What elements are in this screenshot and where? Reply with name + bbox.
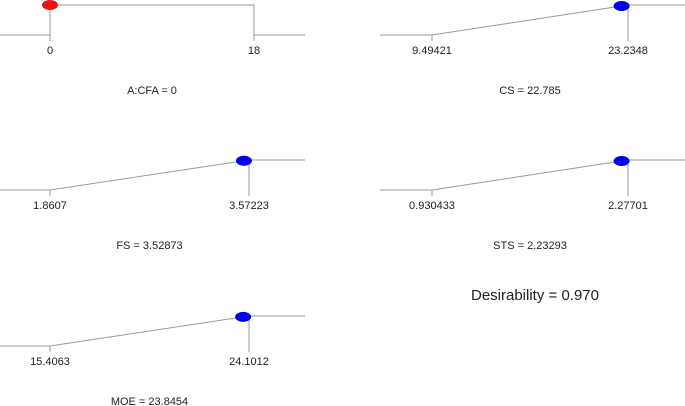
- low-label: 15.4063: [30, 356, 70, 368]
- high-label: 24.1012: [229, 356, 269, 368]
- low-label: 0.930433: [409, 200, 455, 212]
- value-dot: [613, 155, 630, 166]
- panel-label: CS = 22.785: [499, 85, 560, 97]
- ramp: [0, 315, 305, 347]
- desirability: Desirability = 0.970: [471, 287, 599, 304]
- panel-label: A:CFA = 0: [127, 85, 177, 97]
- low-label: 0: [47, 45, 53, 57]
- value-dot: [613, 0, 630, 11]
- ramp: [380, 4, 685, 36]
- value-dot: [235, 155, 252, 166]
- high-label: 3.57223: [229, 200, 269, 212]
- value-dot: [42, 0, 58, 10]
- ramp: [0, 4, 305, 36]
- ramp: [380, 159, 685, 191]
- panel-label: STS = 2.23293: [493, 240, 567, 252]
- high-label: 18: [248, 45, 260, 57]
- panel-label: MOE = 23.8454: [111, 396, 188, 406]
- high-label: 2.27701: [608, 200, 648, 212]
- low-label: 9.49421: [412, 45, 452, 57]
- ramp: [0, 159, 305, 191]
- value-dot: [235, 311, 252, 322]
- low-label: 1.8607: [33, 200, 67, 212]
- high-label: 23.2348: [608, 45, 648, 57]
- panel-label: FS = 3.52873: [116, 240, 182, 252]
